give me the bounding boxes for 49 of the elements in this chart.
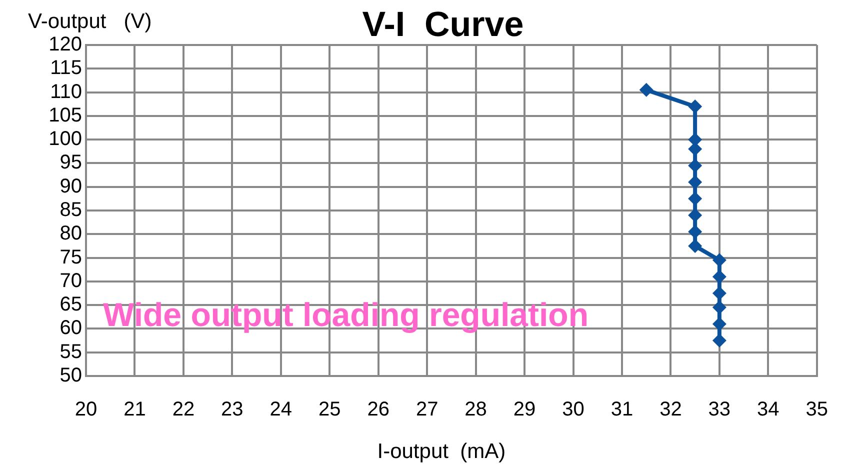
x-tick-label: 35	[806, 398, 828, 421]
x-tick-label: 23	[221, 398, 244, 421]
point	[712, 286, 726, 300]
y-tick-label: 90	[60, 175, 82, 198]
x-axis-title: I-output (mA)	[377, 440, 506, 463]
y-tick-label: 50	[60, 364, 82, 387]
point	[688, 208, 702, 222]
x-tick-label: 30	[562, 398, 584, 421]
x-tick-label: 26	[367, 398, 390, 421]
x-tick-label: 32	[660, 398, 682, 421]
y-tick-label: 110	[50, 80, 82, 103]
y-tick-label: 105	[48, 104, 82, 126]
y-tick-label: 85	[60, 199, 82, 222]
y-axis-title: V-output (V)	[28, 10, 152, 33]
x-tick-label: 21	[124, 398, 146, 421]
point	[688, 142, 702, 156]
x-tick-label: 33	[708, 398, 731, 421]
y-tick-label: 70	[60, 270, 82, 292]
y-tick-label: 75	[60, 246, 82, 268]
point	[688, 158, 702, 173]
point	[688, 99, 702, 114]
y-tick-label: 55	[60, 340, 82, 363]
y-tick-label: 60	[60, 317, 82, 340]
y-tick-label: 65	[60, 294, 82, 316]
chart-title: V-I Curve	[362, 5, 524, 44]
y-tick-label: 100	[48, 128, 82, 150]
point	[688, 224, 702, 239]
x-tick-label: 29	[513, 398, 536, 421]
point	[688, 192, 702, 206]
y-tick-label: 115	[50, 57, 82, 80]
y-tick-label: 80	[60, 222, 82, 245]
point	[688, 238, 702, 253]
y-tick-label: 120	[48, 34, 82, 56]
x-tick-label: 28	[464, 398, 487, 421]
point	[688, 175, 702, 190]
x-tick-label: 25	[318, 398, 341, 421]
point	[712, 334, 726, 348]
point	[639, 82, 654, 97]
x-tick-label: 34	[757, 398, 780, 421]
point	[712, 316, 726, 331]
y-tick-label: 95	[60, 152, 82, 174]
x-tick-label: 20	[74, 398, 98, 421]
x-tick-label: 31	[610, 398, 634, 421]
point	[712, 253, 726, 268]
x-tick-label: 27	[416, 398, 438, 421]
x-tick-label: 22	[172, 398, 195, 421]
point	[712, 270, 726, 284]
x-tick-label: 24	[270, 398, 292, 421]
point	[712, 300, 726, 314]
